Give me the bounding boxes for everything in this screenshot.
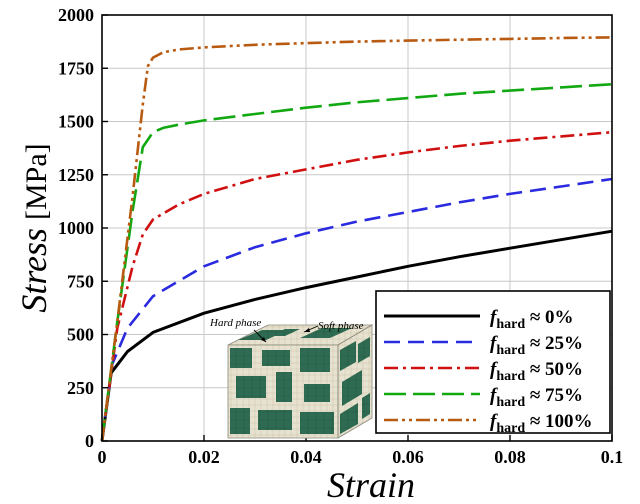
hard-patch bbox=[304, 384, 330, 402]
series-line-1 bbox=[100, 177, 613, 442]
hard-phase-arrowhead bbox=[261, 337, 266, 342]
y-tick-label: 0 bbox=[85, 431, 94, 451]
series-line-3 bbox=[100, 82, 613, 442]
y-axis-title-unit: [MPa] bbox=[20, 143, 53, 220]
y-tick-label: 500 bbox=[67, 325, 94, 345]
hard-patch bbox=[300, 328, 352, 338]
y-tick-label: 250 bbox=[67, 378, 94, 398]
legend-label-0: fhard ≈ 0% bbox=[490, 307, 574, 332]
legend-label-rest: ≈ 50% bbox=[525, 359, 583, 380]
axis-ticks: 0 0.02 0.04 0.06 0.08 0.1 0 250 500 750 1000 1250 15… bbox=[58, 5, 623, 467]
y-axis-title: Stress [MPa] bbox=[14, 143, 54, 312]
hard-patch bbox=[262, 350, 290, 366]
series-line-0 bbox=[100, 229, 613, 442]
legend-label-main: f bbox=[490, 333, 498, 354]
legend-label-main: f bbox=[490, 385, 498, 406]
hard-patch bbox=[236, 376, 266, 398]
y-tick-label: 1250 bbox=[58, 165, 94, 185]
x-tick-label: 0 bbox=[98, 447, 107, 467]
microstructure-inset: Hard phase Soft phase bbox=[209, 317, 374, 439]
x-tick-label: 0.06 bbox=[392, 447, 424, 467]
hard-patch bbox=[362, 393, 370, 419]
hard-patch bbox=[238, 330, 288, 340]
legend-label-sub: hard bbox=[496, 421, 525, 436]
x-axis-title: Strain bbox=[327, 465, 415, 504]
series-line-2 bbox=[100, 130, 613, 442]
hard-patch bbox=[342, 370, 362, 406]
y-tick-label: 1500 bbox=[58, 112, 94, 132]
y-axis-title-main: Stress bbox=[14, 228, 54, 313]
legend-label-main: f bbox=[490, 411, 498, 432]
legend-label-1: fhard ≈ 25% bbox=[490, 333, 583, 358]
hard-patch bbox=[340, 403, 358, 434]
x-tick-label: 0.02 bbox=[188, 447, 220, 467]
legend-label-sub: hard bbox=[496, 343, 525, 358]
series-line-4 bbox=[100, 36, 613, 442]
legend-label-rest: ≈ 0% bbox=[525, 307, 573, 328]
legend-label-main: f bbox=[490, 359, 498, 380]
legend-label-4: fhard ≈ 100% bbox=[490, 411, 593, 436]
legend-label-sub: hard bbox=[496, 395, 525, 410]
x-tick-label: 0.08 bbox=[494, 447, 526, 467]
hard-patch bbox=[230, 348, 252, 368]
hard-patch bbox=[300, 348, 330, 372]
hard-patch bbox=[270, 329, 300, 336]
legend-label-3: fhard ≈ 75% bbox=[490, 385, 583, 410]
legend-label-rest: ≈ 25% bbox=[525, 333, 583, 354]
legend-label-sub: hard bbox=[496, 369, 525, 384]
series-layer bbox=[100, 36, 613, 442]
y-tick-label: 750 bbox=[67, 271, 94, 291]
hard-patch bbox=[230, 408, 250, 434]
soft-phase-label: Soft phase bbox=[318, 320, 364, 332]
hard-phase-label: Hard phase bbox=[209, 317, 261, 329]
hard-patch bbox=[340, 341, 356, 371]
x-tick-label: 0.1 bbox=[601, 447, 624, 467]
hard-patch bbox=[258, 410, 292, 430]
hard-patch bbox=[358, 337, 370, 363]
soft-phase-arrowhead bbox=[304, 328, 310, 332]
legend: fhard ≈ 0%fhard ≈ 25%fhard ≈ 50%fhard ≈ … bbox=[375, 290, 611, 436]
y-tick-label: 2000 bbox=[58, 5, 94, 25]
legend-label-rest: ≈ 100% bbox=[525, 411, 592, 432]
legend-label-sub: hard bbox=[496, 317, 525, 332]
legend-label-2: fhard ≈ 50% bbox=[490, 359, 583, 384]
legend-box bbox=[375, 290, 611, 434]
hard-patch bbox=[300, 412, 334, 434]
legend-label-main: f bbox=[490, 307, 498, 328]
hard-patch bbox=[276, 372, 292, 402]
y-tick-label: 1000 bbox=[58, 218, 94, 238]
x-tick-label: 0.04 bbox=[290, 447, 322, 467]
legend-label-rest: ≈ 75% bbox=[525, 385, 583, 406]
y-tick-label: 1750 bbox=[58, 58, 94, 78]
